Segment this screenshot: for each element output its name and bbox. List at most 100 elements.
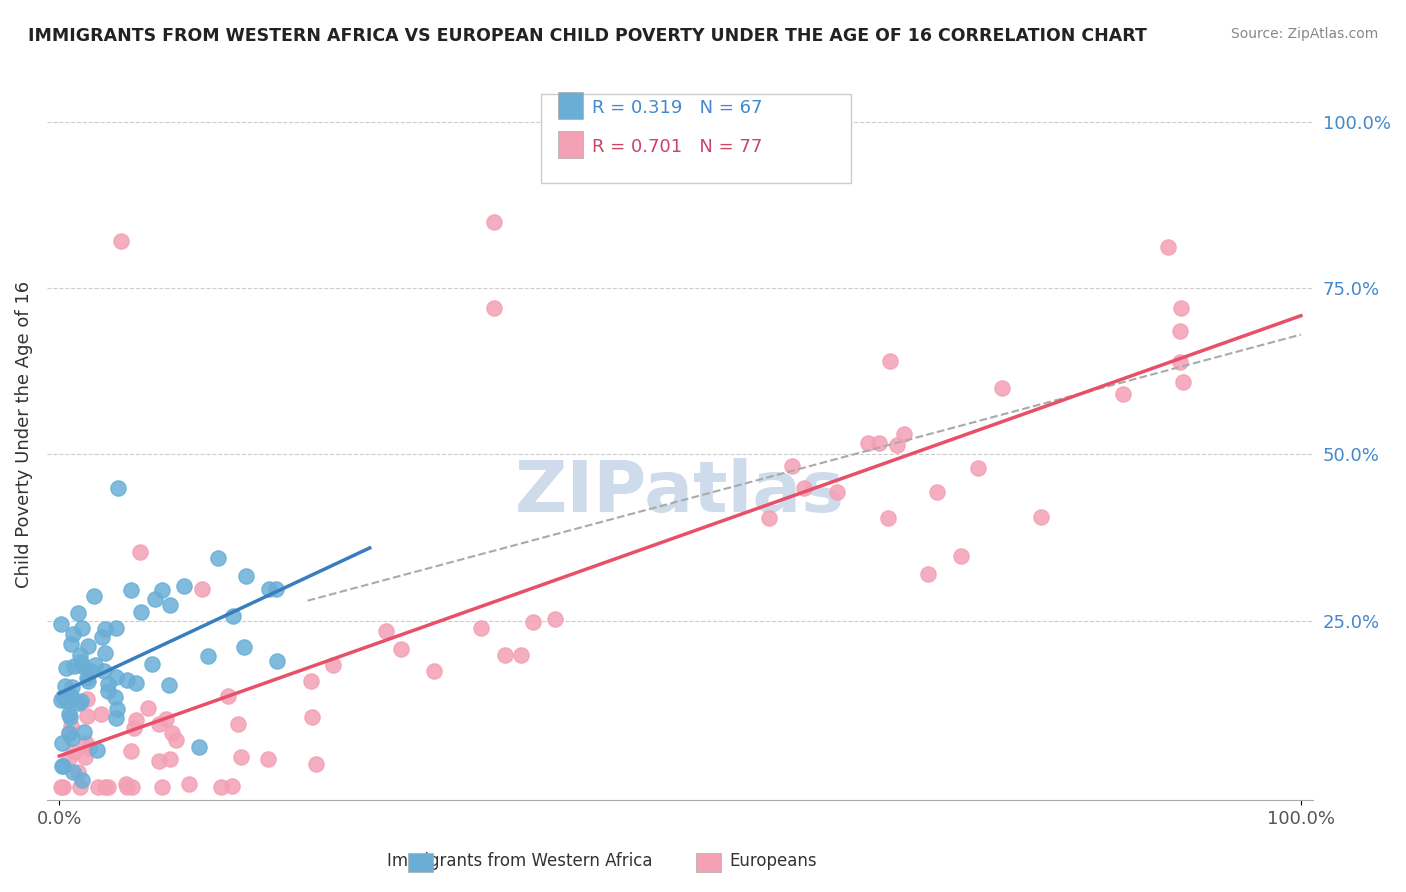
Point xyxy=(150,780,173,794)
Text: Immigrants from Western Africa: Immigrants from Western Africa xyxy=(388,852,652,870)
Point xyxy=(62,764,84,779)
Point xyxy=(73,724,96,739)
Point xyxy=(129,605,152,619)
Point xyxy=(136,701,159,715)
Point xyxy=(52,759,75,773)
Point xyxy=(207,551,229,566)
Point xyxy=(63,745,86,759)
Point xyxy=(51,758,73,772)
Point xyxy=(104,690,127,704)
Point xyxy=(94,622,117,636)
Point xyxy=(110,235,132,249)
Point xyxy=(893,426,915,441)
Point xyxy=(917,567,939,582)
Point xyxy=(1173,375,1195,389)
Point xyxy=(264,582,287,596)
Point xyxy=(97,677,120,691)
Point xyxy=(222,609,245,624)
Point xyxy=(780,458,803,473)
Text: R = 0.701   N = 77: R = 0.701 N = 77 xyxy=(592,138,762,156)
Point xyxy=(124,714,146,728)
Text: R = 0.319   N = 67: R = 0.319 N = 67 xyxy=(592,99,762,117)
Point xyxy=(876,511,898,525)
Point xyxy=(494,648,516,662)
Point xyxy=(75,737,97,751)
Point xyxy=(59,709,82,723)
Point xyxy=(69,655,91,669)
Point xyxy=(173,579,195,593)
Point xyxy=(228,716,250,731)
Point xyxy=(141,657,163,672)
Point xyxy=(58,726,80,740)
Point xyxy=(87,780,110,794)
Point xyxy=(1112,386,1135,401)
Point xyxy=(52,690,75,704)
Point xyxy=(58,751,80,765)
Point xyxy=(69,694,91,708)
Point xyxy=(197,648,219,663)
Point xyxy=(209,780,232,794)
Point xyxy=(793,481,815,495)
Point xyxy=(470,621,492,635)
Point xyxy=(49,616,72,631)
Point xyxy=(1168,355,1191,369)
Point xyxy=(76,671,98,685)
Text: ZIPatlas: ZIPatlas xyxy=(515,458,845,527)
Point xyxy=(825,484,848,499)
Point xyxy=(72,773,94,788)
Point xyxy=(148,755,170,769)
Point xyxy=(217,689,239,703)
Point xyxy=(70,658,93,673)
Point xyxy=(51,736,73,750)
Point xyxy=(966,460,988,475)
Point xyxy=(1168,325,1191,339)
Point xyxy=(86,742,108,756)
Point xyxy=(55,661,77,675)
Point xyxy=(76,673,98,688)
Text: IMMIGRANTS FROM WESTERN AFRICA VS EUROPEAN CHILD POVERTY UNDER THE AGE OF 16 COR: IMMIGRANTS FROM WESTERN AFRICA VS EUROPE… xyxy=(28,27,1147,45)
Point xyxy=(1170,301,1192,315)
Point xyxy=(190,582,212,596)
Point xyxy=(67,697,90,711)
Point xyxy=(758,511,780,525)
Point xyxy=(544,611,567,625)
Point xyxy=(69,780,91,794)
Point xyxy=(60,719,83,733)
Point xyxy=(70,621,93,635)
Point xyxy=(59,637,82,651)
Point xyxy=(58,707,80,722)
Point xyxy=(165,733,187,747)
Point xyxy=(122,722,145,736)
Point xyxy=(257,582,280,596)
Point xyxy=(232,640,254,654)
Point xyxy=(59,688,82,702)
Point xyxy=(155,712,177,726)
Point xyxy=(53,679,76,693)
Point xyxy=(950,549,973,563)
Point xyxy=(60,680,83,694)
Point xyxy=(159,598,181,612)
Point xyxy=(423,665,446,679)
Point xyxy=(322,657,344,672)
Point xyxy=(115,777,138,791)
Point xyxy=(115,673,138,687)
Point xyxy=(77,639,100,653)
Point xyxy=(58,725,80,739)
Point xyxy=(63,659,86,673)
Point xyxy=(93,664,115,678)
Point xyxy=(60,731,83,745)
Point xyxy=(62,627,84,641)
Point xyxy=(105,702,128,716)
Point xyxy=(69,648,91,662)
Point xyxy=(83,589,105,603)
Point xyxy=(79,665,101,679)
Point xyxy=(256,751,278,765)
Point xyxy=(76,709,98,723)
Point xyxy=(266,654,288,668)
Point xyxy=(49,780,72,794)
Point xyxy=(56,694,79,708)
Point xyxy=(143,592,166,607)
Point xyxy=(121,780,143,794)
Point xyxy=(97,684,120,698)
Point xyxy=(67,764,90,779)
